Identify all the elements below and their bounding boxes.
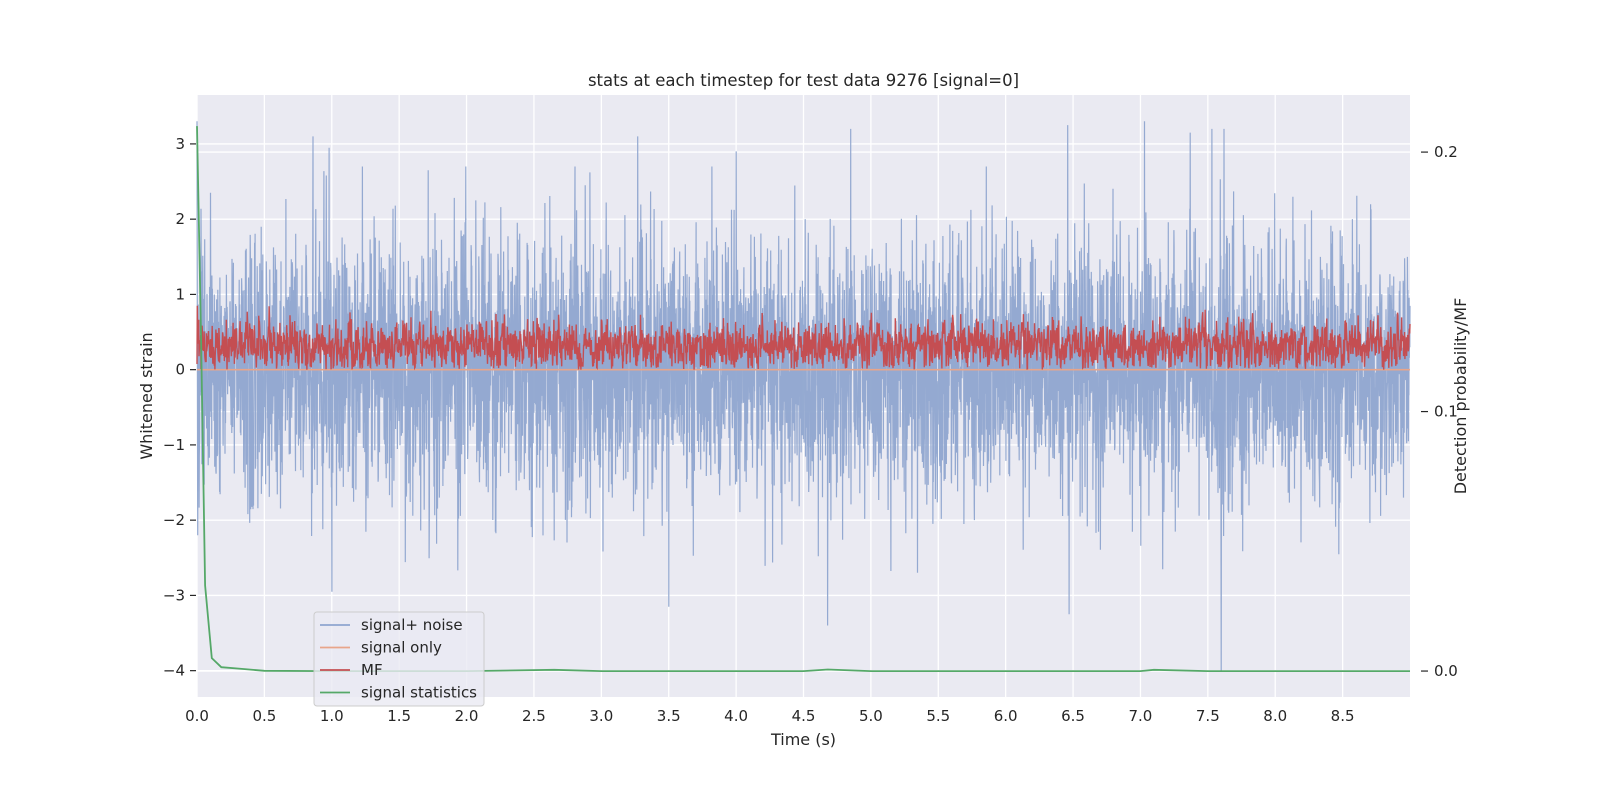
legend-label: MF: [361, 661, 383, 679]
x-tick-label: 2.5: [522, 707, 546, 725]
x-tick-label: 3.0: [589, 707, 613, 725]
x-tick-label: 7.5: [1196, 707, 1220, 725]
y-tick-label: −2: [163, 511, 185, 529]
y2-tick-label: 0.2: [1434, 143, 1458, 161]
axes: 0.0 0.5 1.0 1.5 2.0 2.5 3.0 3.5 4.0 4.5 5.0 5.5 6.0 6…: [163, 135, 1458, 725]
x-tick-label: 4.5: [792, 707, 816, 725]
y2-axis-label: Detection probability/MF: [1451, 298, 1470, 495]
series-line-mf: [196, 305, 1411, 371]
x-tick-label: 3.5: [657, 707, 681, 725]
y-tick-label: −4: [163, 662, 185, 680]
x-tick-label: 4.0: [724, 707, 748, 725]
x-tick-label: 2.0: [455, 707, 479, 725]
y-tick-label: 3: [175, 135, 185, 153]
y2-tick-label: 0.0: [1434, 662, 1458, 680]
legend-box: [313, 611, 485, 707]
y-tick-label: 0: [175, 361, 185, 379]
y-axis-label: Whitened strain: [137, 332, 156, 459]
y-tick-label: 2: [175, 210, 185, 228]
x-tick-label: 5.5: [926, 707, 950, 725]
plot-content: [196, 121, 1411, 672]
x-tick-label: 7.0: [1129, 707, 1153, 725]
x-tick-label: 1.5: [387, 707, 411, 725]
x-tick-label: 0.0: [185, 707, 209, 725]
y2-tick-label: 0.1: [1434, 403, 1458, 421]
legend-label: signal only: [361, 639, 442, 657]
x-tick-label: 5.0: [859, 707, 883, 725]
y-tick-label: −3: [163, 586, 185, 604]
legend: signal+ noise signal only MF signal statist…: [313, 611, 485, 707]
x-axis-label: Time (s): [770, 730, 836, 749]
x-tick-label: 1.0: [320, 707, 344, 725]
y-tick-label: 1: [175, 285, 185, 303]
x-tick-label: 8.0: [1263, 707, 1287, 725]
x-tick-label: 6.0: [994, 707, 1018, 725]
x-tick-label: 6.5: [1061, 707, 1085, 725]
y-tick-label: −1: [163, 436, 185, 454]
legend-label: signal+ noise: [361, 616, 463, 634]
x-tick-label: 8.5: [1331, 707, 1355, 725]
legend-label: signal statistics: [361, 684, 477, 702]
chart-title: stats at each timestep for test data 927…: [588, 71, 1019, 90]
x-tick-label: 0.5: [252, 707, 276, 725]
series-line-signal-noise: [196, 121, 1411, 671]
series-line-signal-statistics: [196, 126, 1410, 672]
